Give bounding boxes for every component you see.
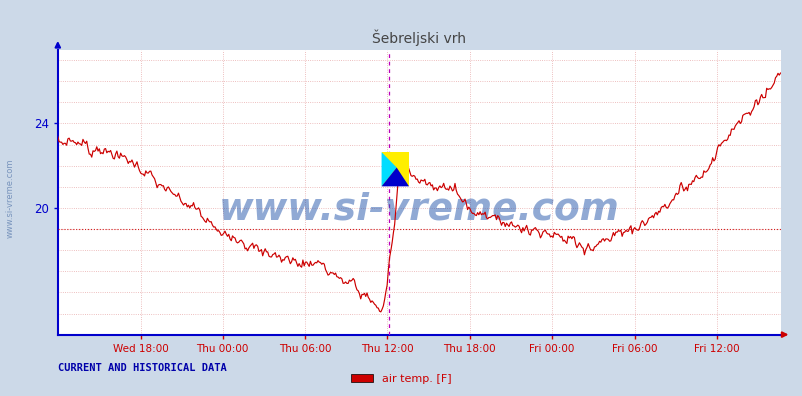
Bar bbox=[381, 152, 408, 187]
Text: www.si-vreme.com: www.si-vreme.com bbox=[6, 158, 15, 238]
Legend: air temp. [F]: air temp. [F] bbox=[346, 369, 456, 388]
Text: CURRENT AND HISTORICAL DATA: CURRENT AND HISTORICAL DATA bbox=[58, 364, 226, 373]
Title: Šebreljski vrh: Šebreljski vrh bbox=[371, 29, 466, 46]
Polygon shape bbox=[381, 152, 396, 187]
Polygon shape bbox=[381, 168, 408, 187]
Text: www.si-vreme.com: www.si-vreme.com bbox=[218, 191, 619, 227]
